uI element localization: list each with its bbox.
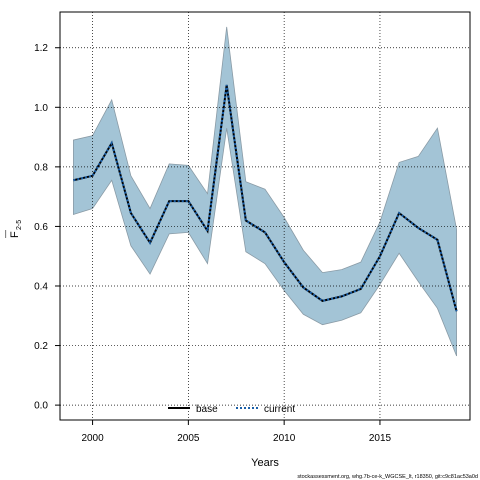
y-axis-title-main: F [9,231,21,238]
y-tick-label: 0.8 [34,162,48,173]
series-line-current [73,84,458,312]
x-tick-label: 2015 [369,433,392,444]
x-axis-ticks: 2000 2005 2010 2015 [81,420,392,444]
confidence-band [73,26,457,357]
confidence-band-layer [73,26,457,357]
series-layer [73,84,458,312]
y-axis-title-sub: 2-5 [16,220,23,230]
y-axis-title-overline: — [1,230,10,238]
plot-frame [59,11,471,421]
y-tick-label: 0.0 [34,401,48,412]
grid-layer [60,12,470,420]
legend-label-current: current [264,404,295,415]
y-tick-label: 0.2 [34,341,48,352]
x-tick-label: 2005 [177,433,200,444]
y-tick-label: 0.4 [34,281,48,292]
y-tick-label: 0.6 [34,222,48,233]
legend: base current [168,404,295,415]
y-tick-label: 1.2 [34,43,48,54]
y-tick-label: 1.0 [34,103,48,114]
footer-text: stockassessment.org, whg.7b-ce-k_WGCSE_l… [297,474,478,480]
x-tick-label: 2010 [273,433,296,444]
y-axis-title: — F 2-5 [1,220,23,238]
legend-label-base: base [196,404,218,415]
x-tick-label: 2000 [81,433,104,444]
x-axis-title: Years [251,457,279,469]
y-axis-ticks: 0.0 0.2 0.4 0.6 0.8 1.0 1.2 [34,43,60,412]
